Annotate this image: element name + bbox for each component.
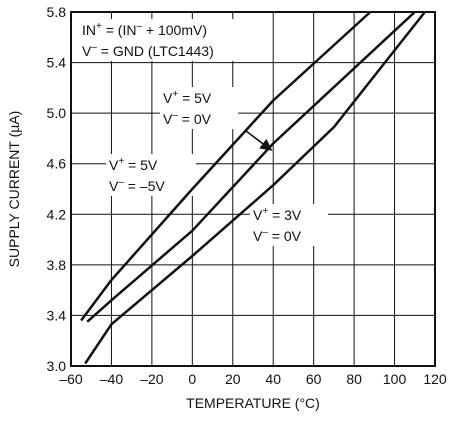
x-tick-label: 20 bbox=[225, 371, 241, 387]
annotation-arrow bbox=[245, 130, 273, 151]
series-line-2 bbox=[86, 11, 416, 323]
annotation-background bbox=[250, 204, 328, 246]
x-tick-label: 40 bbox=[265, 371, 281, 387]
series-line-3 bbox=[84, 11, 426, 365]
y-tick-label: 5.4 bbox=[47, 55, 67, 71]
plot-frame bbox=[70, 11, 436, 367]
x-tick-label: –40 bbox=[100, 371, 124, 387]
annotation-line: V+ = 3V bbox=[253, 206, 302, 223]
x-tick-label: 0 bbox=[188, 371, 196, 387]
series-lines bbox=[80, 11, 426, 365]
y-tick-label: 3.8 bbox=[47, 257, 67, 273]
annotation-line: V– = –5V bbox=[109, 177, 165, 194]
annotation-line: V– = 0V bbox=[163, 110, 212, 127]
annotation-background bbox=[79, 19, 255, 61]
y-tick-label: 5.8 bbox=[47, 4, 67, 20]
x-tick-label: 100 bbox=[383, 371, 407, 387]
annotation-line: V– = 0V bbox=[253, 227, 302, 244]
x-tick-label: 120 bbox=[423, 371, 447, 387]
y-tick-label: 3.0 bbox=[47, 358, 67, 374]
annotation-line: V+ = 5V bbox=[109, 156, 158, 173]
annotation-line: V+ = 5V bbox=[163, 89, 212, 106]
x-tick-label: 60 bbox=[306, 371, 322, 387]
x-axis-label: TEMPERATURE (°C) bbox=[186, 395, 320, 411]
x-tick-label: –20 bbox=[140, 371, 164, 387]
y-tick-label: 3.4 bbox=[47, 307, 67, 323]
annotation-line: IN+ = (IN– + 100mV) bbox=[82, 21, 207, 38]
y-axis-label: SUPPLY CURRENT (µA) bbox=[6, 111, 22, 268]
x-tick-label: –60 bbox=[59, 371, 83, 387]
y-tick-label: 4.6 bbox=[47, 156, 67, 172]
x-tick-label: 80 bbox=[346, 371, 362, 387]
y-tick-label: 4.2 bbox=[47, 206, 67, 222]
y-tick-label: 5.0 bbox=[47, 105, 67, 121]
x-tick-labels: –60 –40 –20 0 20 40 60 80 100 120 bbox=[59, 371, 447, 387]
annotations bbox=[79, 19, 328, 246]
annotation-text: IN+ = (IN– + 100mV) V– = GND (LTC1443) V+ … bbox=[82, 21, 302, 244]
annotation-background bbox=[160, 87, 238, 129]
series-line-1 bbox=[80, 11, 372, 322]
annotation-line: V– = GND (LTC1443) bbox=[82, 42, 214, 59]
y-tick-labels: 3.0 3.4 3.8 4.2 4.6 5.0 5.4 5.8 bbox=[47, 4, 67, 374]
annotation-background bbox=[106, 154, 196, 196]
